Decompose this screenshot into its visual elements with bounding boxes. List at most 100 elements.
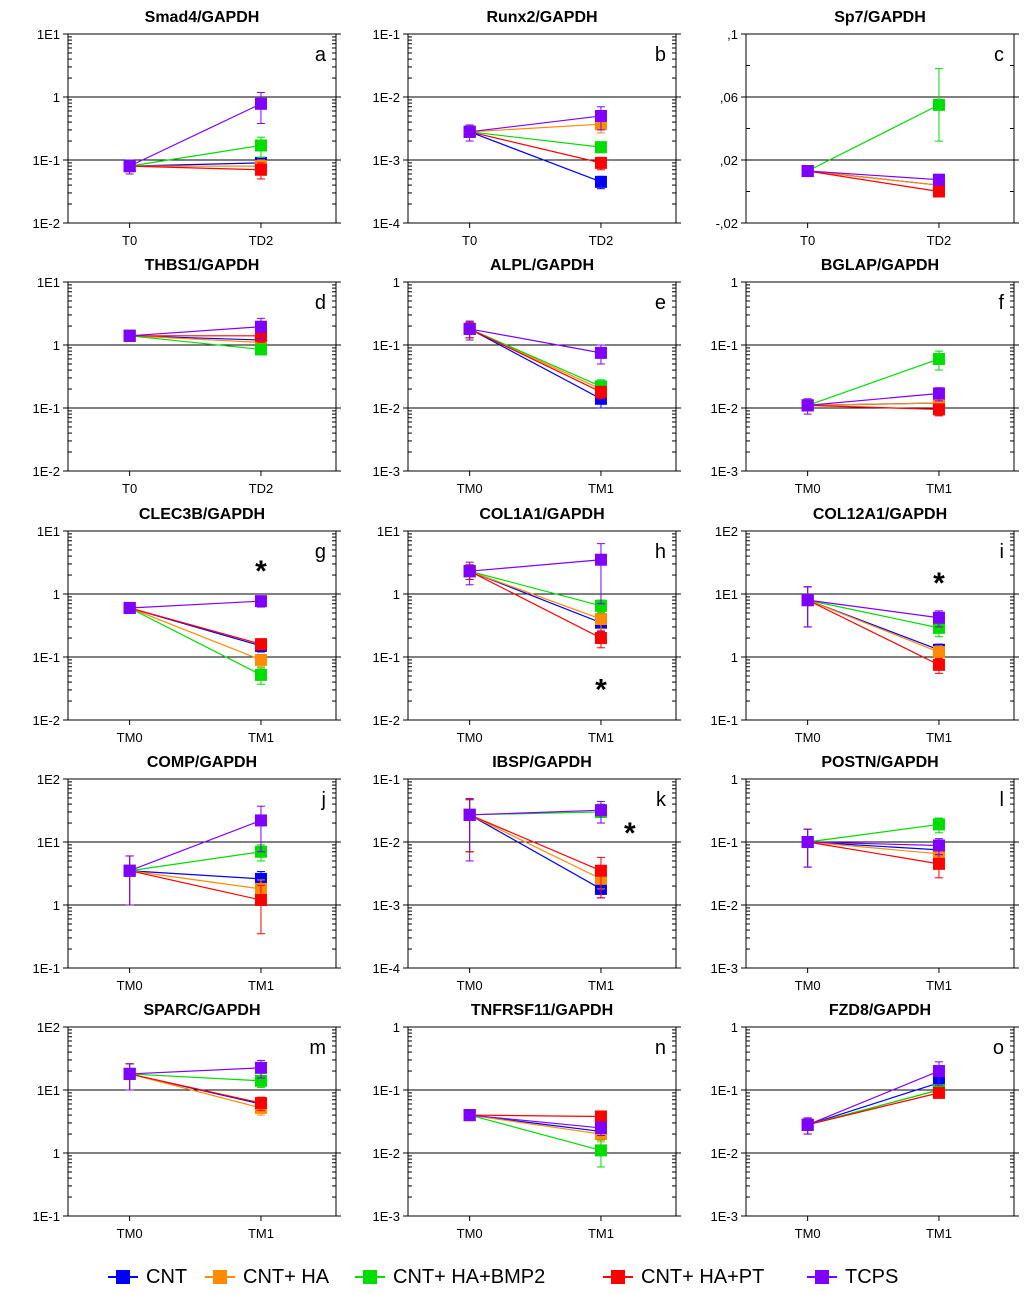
legend-item-cnt: CNT [108,1262,187,1292]
chart-title: Runx2/GAPDH [486,9,597,26]
series-line [807,1070,940,1126]
y-tick-label: 1E-3 [373,1209,400,1224]
data-point [594,1121,607,1134]
panel-letter: c [994,44,1004,66]
series-line [469,814,602,872]
data-point [932,818,945,831]
data-point [932,185,945,198]
x-tick-label: T0 [122,233,137,248]
series-line [807,599,940,653]
plot-frame [67,1026,337,1217]
series-line [807,170,939,181]
chart-title: ALPL/GAPDH [490,257,594,274]
series-cnt-ha-pt [123,855,267,935]
series-line [807,841,940,865]
plot-frame [745,281,1015,472]
legend-label: CNT+ HA+BMP2 [393,1265,546,1288]
x-tick-label: TM1 [248,730,274,745]
y-tick-label: 1E2 [715,524,738,539]
panel-letter: m [309,1037,326,1059]
y-tick-label: 1E-3 [373,898,400,913]
x-tick-label: T0 [462,233,477,248]
data-point [932,98,945,111]
series-tcps [463,1109,607,1136]
data-point [594,156,607,169]
series-line [807,170,940,193]
series-line [469,131,602,183]
data-point [254,872,267,885]
data-point [463,808,476,821]
y-tick-label: 1 [53,90,60,105]
x-tick-label: TM0 [117,978,143,993]
legend-swatch [205,1270,235,1284]
y-tick-label: 1E-2 [373,90,400,105]
y-tick-label: 1 [53,338,60,353]
series-line [129,607,262,676]
series-line [469,570,602,639]
series-tcps [463,798,607,862]
legend-swatch [603,1270,633,1284]
series-line [807,358,940,406]
chart-title: Sp7/GAPDH [834,9,926,26]
data-point [594,613,607,626]
series-line [469,1114,602,1129]
series-tcps [801,165,945,186]
y-tick-label: 1 [731,772,738,787]
y-tick-label: 1E1 [37,524,60,539]
y-tick-label: 1 [393,1020,400,1035]
plot-frame [745,33,1015,224]
data-point [801,836,814,848]
data-point [932,857,945,870]
y-tick-label: 1 [53,587,60,602]
y-tick-label: 1 [393,587,400,602]
y-tick-label: 1E1 [37,275,60,290]
data-point [594,175,607,188]
y-tick-label: 1E-2 [711,401,738,416]
data-point [932,1065,945,1078]
series-line [129,1073,262,1104]
y-tick-label: 1E-3 [373,153,400,168]
legend-swatch [108,1270,138,1284]
series-line [469,814,602,880]
series-cnt-ha-bmp2 [801,68,945,178]
series-line [129,870,262,890]
data-point [594,141,607,154]
x-tick-label: T0 [800,233,815,248]
series-tcps [123,1059,267,1091]
series-line [469,328,602,354]
data-point [463,565,476,578]
y-tick-label: 1E-2 [373,401,400,416]
chart-n: TNFRSF11/GAPDH n 1E-3 1E-2 1E-1 1 TM0 TM1 [373,1002,681,1241]
plot-frame [745,1026,1015,1217]
series-cnt-ha [463,117,607,138]
data-point [254,894,267,907]
series-line [469,328,602,387]
x-tick-label: TM0 [117,1226,143,1241]
y-tick-label: 1E-1 [711,1083,738,1098]
chart-c: Sp7/GAPDH c -,02 ,02 ,06 ,1 T0 TD2 [716,9,1019,248]
series-line [469,328,602,400]
legend-label: CNT [146,1265,188,1288]
data-point [932,611,945,624]
series-line [807,841,939,847]
series-line [469,1114,601,1118]
series-line [807,599,940,629]
series-tcps [801,828,945,868]
series-tcps [123,91,267,175]
data-point [594,599,607,612]
y-tick-label: 1E2 [37,772,60,787]
plot-frame [67,33,337,224]
legend-item-cnt-ha-bmp2: CNT+ HA+BMP2 [355,1262,545,1292]
y-tick-label: 1E-1 [33,1209,60,1224]
panel-letter: g [315,541,326,563]
series-line [807,170,940,186]
series-line [469,1114,602,1151]
legend-swatch [355,1270,385,1284]
y-tick-label: ,1 [727,27,738,42]
chart-g: CLEC3B/GAPDH g 1E-2 1E-1 1 1E1 TM0 TM1 * [33,506,341,745]
data-point [123,864,136,877]
x-tick-label: TD2 [249,233,274,248]
series-line [129,1073,262,1109]
data-point [123,329,136,342]
y-tick-label: 1E-3 [711,1209,738,1224]
